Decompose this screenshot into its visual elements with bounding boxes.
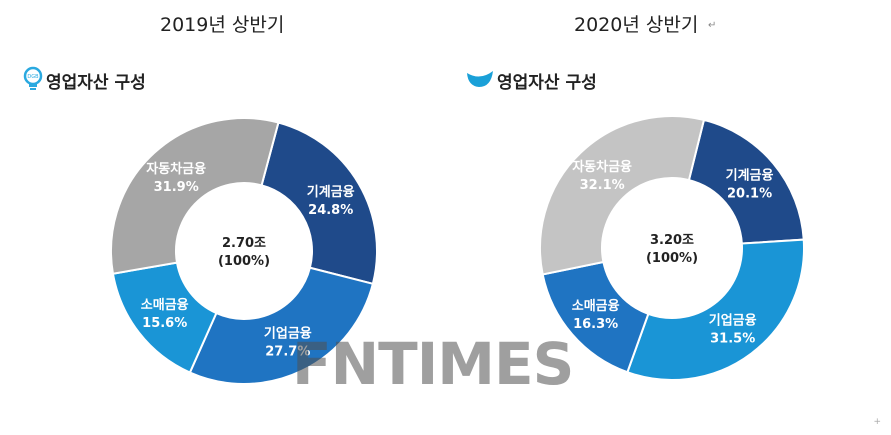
- period-title-2019: 2019년 상반기: [160, 14, 285, 36]
- watermark: FNTIMES: [292, 330, 574, 398]
- period-title-2020: 2020년 상반기: [574, 14, 699, 36]
- paragraph-mark: ↵: [708, 20, 717, 31]
- slice-value-label: 16.3%: [573, 317, 618, 332]
- slice-value-label: 15.6%: [142, 316, 187, 331]
- slice-name-label: 기업금융: [709, 313, 757, 329]
- center-percent: (100%): [646, 251, 698, 266]
- section-title-2019: 영업자산 구성: [46, 73, 146, 93]
- slice-name-label: 소매금융: [572, 298, 620, 314]
- slice-name-label: 기계금융: [307, 184, 355, 200]
- section-title-2020: 영업자산 구성: [497, 73, 597, 93]
- slice-value-label: 31.9%: [154, 180, 199, 195]
- slice-name-label: 소매금융: [141, 297, 189, 313]
- slice-자동차금융: [539, 115, 706, 276]
- slice-기계금융: [260, 121, 378, 286]
- center-total: 3.20조: [650, 233, 694, 248]
- slice-자동차금융: [110, 117, 280, 275]
- center-total: 2.70조: [222, 236, 266, 251]
- slice-기업금융: [188, 266, 375, 385]
- svg-text:DGB: DGB: [27, 74, 39, 80]
- donut-chart-2020: 기계금융 20.1% 기업금융 31.5% 소매금융 16.3% 자동차금융 32.1% 3.2…: [539, 115, 805, 381]
- slice-value-label: 24.8%: [308, 203, 353, 218]
- slice-value-label: 20.1%: [727, 186, 772, 201]
- wave-logo-icon: [467, 71, 493, 87]
- corner-mark: +: [873, 417, 881, 427]
- slice-name-label: 기업금융: [264, 325, 312, 341]
- slice-name-label: 자동차금융: [146, 161, 206, 177]
- lightbulb-logo-icon: DGB: [23, 66, 43, 90]
- slice-value-label: 32.1%: [580, 178, 625, 193]
- slice-value-label: 31.5%: [710, 332, 755, 347]
- donut-chart-2019: 기계금융 24.8% 기업금융 27.7% 소매금융 15.6% 자동차금융 31.9% 2.7…: [110, 117, 378, 385]
- center-percent: (100%): [218, 254, 270, 269]
- slice-name-label: 자동차금융: [572, 159, 632, 175]
- slice-name-label: 기계금융: [726, 167, 774, 183]
- slice-value-label: 27.7%: [265, 344, 310, 359]
- slice-기업금융: [626, 238, 805, 381]
- slice-기계금융: [687, 118, 805, 245]
